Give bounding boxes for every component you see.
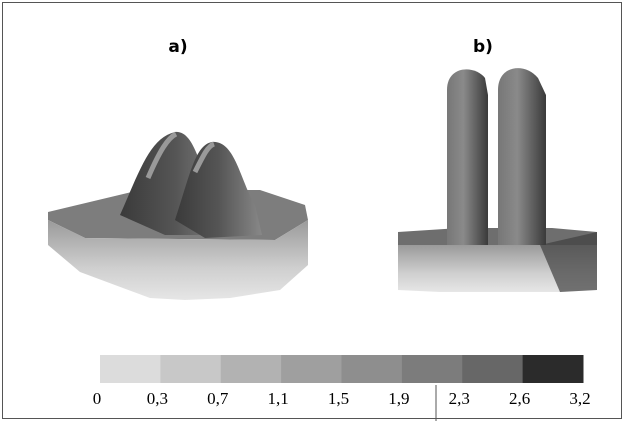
panel-a-render xyxy=(48,132,308,300)
colorbar-tick-label: 0,3 xyxy=(147,389,168,408)
colorbar-segment xyxy=(402,355,463,383)
colorbar-tick-label: 2,3 xyxy=(449,389,470,408)
colorbar: 0 0,3 0,7 1,1 1,5 1,9 2,3 2,6 3,2 xyxy=(93,355,591,408)
colorbar-segment xyxy=(523,355,584,383)
colorbar-segment xyxy=(160,355,221,383)
figure: a) b) 0 0,3 0,7 1,1 1,5 1,9 2,3 2,6 3,2 xyxy=(0,0,627,421)
colorbar-tick-label: 3,2 xyxy=(569,389,590,408)
page: a) b) 00,30,71,11,51,92,32,63,2 (() => {… xyxy=(0,0,627,421)
colorbar-segment xyxy=(221,355,282,383)
colorbar-tick-label: 2,6 xyxy=(509,389,530,408)
colorbar-segment xyxy=(281,355,342,383)
panel-label: b) xyxy=(473,37,493,57)
panel-b-render xyxy=(398,68,597,292)
colorbar-tick-label: 0 xyxy=(93,389,102,408)
colorbar-segment xyxy=(342,355,403,383)
colorbar-segment xyxy=(100,355,161,383)
colorbar-tick-label: 0,7 xyxy=(207,389,229,408)
colorbar-tick-label: 1,9 xyxy=(388,389,409,408)
colorbar-segment xyxy=(462,355,523,383)
panel-label: a) xyxy=(168,37,187,57)
colorbar-tick-label: 1,1 xyxy=(268,389,289,408)
colorbar-tick-label: 1,5 xyxy=(328,389,349,408)
